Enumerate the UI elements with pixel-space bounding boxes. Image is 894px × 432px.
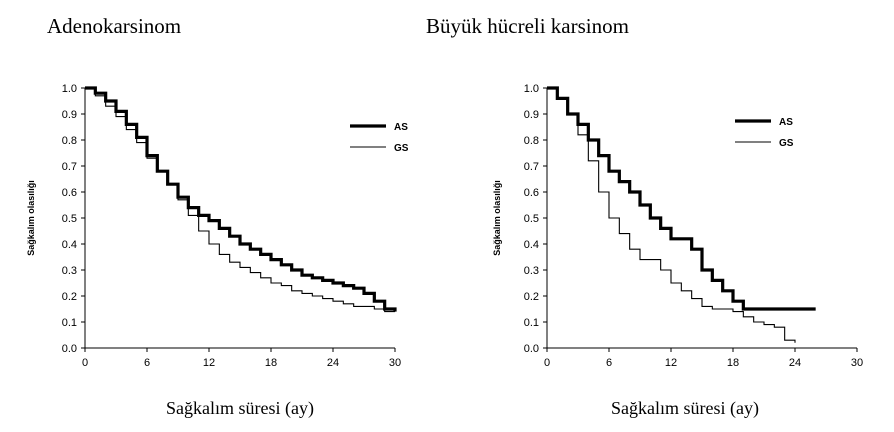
y-axis-title: Sağkalım olasılığı (492, 180, 502, 256)
x-tick-label: 0 (544, 357, 550, 369)
y-tick-label: 0.8 (524, 135, 539, 147)
series-line-as (85, 86, 397, 312)
y-tick-label: 0.7 (62, 161, 77, 173)
x-tick-label: 12 (665, 357, 677, 369)
x-tick-label: 18 (265, 357, 277, 369)
legend-label-as: AS (394, 122, 408, 133)
y-tick-label: 0.0 (62, 343, 77, 355)
chart-title-buyuk-hucreli: Büyük hücreli karsinom (426, 14, 629, 38)
y-tick-label: 0.1 (524, 317, 539, 329)
y-tick-label: 0.6 (524, 187, 539, 199)
legend-label-as: AS (779, 117, 793, 128)
y-tick-label: 0.5 (524, 213, 539, 225)
y-tick-label: 0.8 (62, 135, 77, 147)
y-tick-label: 0.4 (62, 239, 77, 251)
y-axis-title: Sağkalım olasılığı (26, 180, 36, 256)
y-tick-label: 0.0 (524, 343, 539, 355)
x-tick-label: 24 (327, 357, 339, 369)
y-tick-label: 0.3 (62, 265, 77, 277)
y-tick-label: 1.0 (62, 83, 77, 95)
y-tick-label: 0.9 (62, 109, 77, 121)
x-axis-title-left: Sağkalım süresi (ay) (166, 398, 314, 418)
x-tick-label: 30 (851, 357, 863, 369)
y-tick-label: 0.7 (524, 161, 539, 173)
legend-label-gs: GS (394, 143, 409, 154)
series-line-gs (547, 87, 796, 343)
y-tick-label: 0.4 (524, 239, 539, 251)
x-tick-label: 30 (389, 357, 401, 369)
x-tick-label: 6 (144, 357, 150, 369)
x-tick-label: 12 (203, 357, 215, 369)
x-tick-label: 18 (727, 357, 739, 369)
chart-panel-2: 0.0 0.1 0.2 0.3 0.4 0.5 0.6 0.7 0.8 0.9 1.0 0 6 12 18 2… (492, 83, 863, 369)
y-tick-label: 1.0 (524, 83, 539, 95)
legend-label-gs: GS (779, 138, 794, 149)
chart-panel-1: 0.0 0.1 0.2 0.3 0.4 0.5 0.6 0.7 0.8 0.9 1.0 0 6 12 18 2… (26, 83, 409, 369)
y-tick-label: 0.1 (62, 317, 77, 329)
x-tick-label: 0 (82, 357, 88, 369)
y-tick-label: 0.9 (524, 109, 539, 121)
x-tick-label: 6 (606, 357, 612, 369)
y-tick-label: 0.2 (62, 291, 77, 303)
x-tick-label: 24 (789, 357, 801, 369)
y-tick-label: 0.2 (524, 291, 539, 303)
series-line-as (547, 86, 816, 311)
y-tick-label: 0.6 (62, 187, 77, 199)
chart-title-adenokarsinom: Adenokarsinom (47, 14, 182, 38)
series-line-gs (85, 87, 395, 313)
y-tick-label: 0.3 (524, 265, 539, 277)
x-axis-title-right: Sağkalım süresi (ay) (611, 398, 759, 418)
y-tick-label: 0.5 (62, 213, 77, 225)
